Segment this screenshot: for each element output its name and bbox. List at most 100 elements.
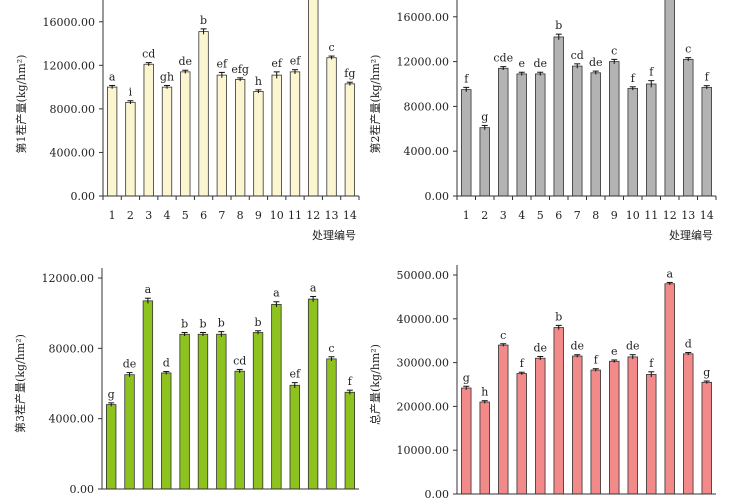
- bar: [461, 387, 472, 495]
- bar: [479, 401, 490, 495]
- significance-letter: e: [518, 57, 525, 70]
- significance-letter: d: [163, 357, 170, 370]
- bar: [289, 384, 300, 490]
- x-tick-label: 8: [592, 209, 599, 222]
- x-axis-label: 处理编号: [669, 228, 713, 242]
- significance-letter: ef: [217, 57, 229, 70]
- bar: [498, 344, 509, 495]
- significance-letter: b: [555, 310, 562, 323]
- x-tick-label: 7: [218, 209, 225, 222]
- x-tick-label: 3: [145, 209, 152, 222]
- significance-letter: f: [649, 66, 654, 79]
- bar: [516, 373, 527, 495]
- y-tick-label: 12000.00: [397, 56, 450, 69]
- bar: [308, 0, 319, 197]
- bar: [479, 127, 490, 197]
- bar: [234, 370, 245, 490]
- x-tick-label: 8: [237, 209, 244, 222]
- y-tick-label: 40000.00: [397, 313, 450, 326]
- y-tick-label: 0.00: [71, 190, 96, 203]
- y-tick-label: 8000.00: [50, 103, 96, 116]
- significance-letter: a: [310, 281, 317, 294]
- significance-letter: b: [218, 317, 225, 330]
- chart-panel-top-left: a 1 i 2 cd 3 gh 4 de 5 b 6 ef 7 efg 8 h 9 ef 10 ef 11 12 c 13 fg 1…: [14, 0, 360, 242]
- significance-letter: cde: [493, 52, 513, 65]
- significance-letter: f: [631, 72, 636, 85]
- bar: [344, 391, 355, 490]
- x-axis-label: 处理编号: [312, 228, 356, 242]
- x-tick-label: 12: [306, 209, 320, 222]
- y-tick-label: 0.00: [425, 488, 450, 500]
- bar: [216, 74, 228, 197]
- bar: [142, 300, 154, 490]
- bar: [535, 73, 546, 197]
- bar: [271, 74, 282, 197]
- y-tick-label: 16000.00: [43, 16, 96, 29]
- bar: [590, 369, 601, 495]
- x-tick-label: 4: [518, 209, 525, 222]
- bar: [590, 72, 601, 197]
- x-tick-label: 13: [325, 209, 339, 222]
- significance-letter: fg: [344, 67, 355, 80]
- significance-letter: a: [273, 287, 280, 300]
- bar: [701, 86, 712, 197]
- significance-letter: c: [328, 342, 334, 355]
- significance-letter: f: [348, 375, 353, 388]
- significance-letter: g: [463, 371, 470, 384]
- x-tick-label: 10: [626, 209, 640, 222]
- bar: [234, 79, 246, 197]
- chart-panel-top-right: f 1 g 2 cde 3 e 4 de 5 b 6 cd 7 de 8 c 9 f 10 f 11 12 c 13 f 14 处理编…: [368, 0, 717, 242]
- bar: [326, 57, 337, 197]
- y-tick-label: 30000.00: [397, 357, 450, 370]
- bar: [307, 298, 319, 490]
- bar: [461, 89, 472, 197]
- significance-letter: h: [255, 75, 262, 88]
- significance-letter: a: [145, 283, 152, 296]
- bar: [125, 101, 136, 197]
- x-tick-label: 7: [574, 209, 581, 222]
- significance-letter: d: [685, 338, 692, 351]
- y-tick-label: 8000.00: [404, 100, 450, 113]
- bar: [498, 67, 509, 197]
- x-tick-label: 10: [270, 209, 284, 222]
- x-tick-label: 1: [109, 209, 116, 222]
- y-axis-label: 第3茬产量(kg/hm²): [13, 334, 27, 433]
- significance-letter: c: [685, 43, 691, 56]
- significance-letter: ef: [289, 368, 301, 381]
- significance-letter: i: [129, 86, 133, 99]
- significance-letter: de: [533, 57, 547, 70]
- y-tick-label: 10000.00: [397, 444, 450, 457]
- significance-letter: de: [179, 55, 193, 68]
- significance-letter: b: [555, 19, 562, 32]
- x-tick-label: 14: [700, 209, 714, 222]
- significance-letter: ef: [271, 57, 283, 70]
- significance-letter: a: [666, 267, 673, 280]
- significance-letter: a: [109, 70, 116, 83]
- x-tick-label: 6: [200, 209, 207, 222]
- significance-letter: f: [464, 72, 469, 85]
- bar: [516, 73, 527, 197]
- significance-letter: f: [594, 354, 599, 367]
- x-tick-label: 12: [663, 209, 677, 222]
- bar: [106, 404, 117, 490]
- significance-letter: b: [199, 318, 206, 331]
- x-tick-label: 2: [481, 209, 488, 222]
- bar: [253, 91, 264, 197]
- bar: [179, 333, 190, 490]
- significance-letter: de: [533, 341, 547, 354]
- y-axis-label: 第2茬产量(kg/hm²): [368, 55, 382, 154]
- significance-letter: efg: [231, 63, 249, 76]
- significance-letter: cd: [233, 354, 246, 367]
- bar: [344, 83, 356, 197]
- bar: [609, 360, 620, 495]
- bar: [143, 63, 154, 197]
- bar: [627, 356, 638, 495]
- y-tick-label: 16000.00: [397, 11, 450, 24]
- y-tick-label: 4000.00: [50, 146, 96, 159]
- significance-letter: f: [649, 357, 654, 370]
- bar: [664, 0, 675, 197]
- y-tick-label: 0.00: [425, 190, 450, 203]
- bar: [572, 355, 583, 495]
